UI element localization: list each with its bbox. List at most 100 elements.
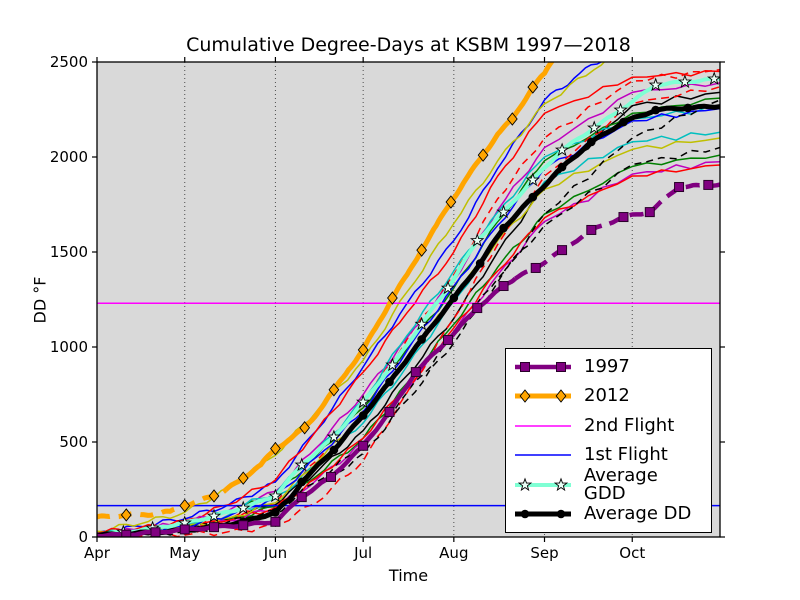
square-marker [520, 361, 530, 372]
series-2012 [224, 62, 555, 492]
square-marker [410, 367, 421, 378]
star-marker [268, 488, 283, 503]
square-marker [557, 245, 568, 256]
star-marker [613, 102, 628, 117]
legend-swatch [515, 389, 571, 403]
square-marker [674, 182, 685, 193]
star-marker [440, 280, 456, 295]
circle-marker [329, 445, 339, 455]
square-marker [498, 281, 509, 292]
circle-marker [528, 192, 538, 202]
star-marker [525, 172, 540, 187]
legend-swatch [515, 477, 571, 491]
diamond-marker [387, 291, 398, 305]
diamond-marker [328, 383, 340, 397]
series-1997 [97, 276, 517, 537]
star-marker [648, 77, 663, 92]
square-marker [586, 224, 597, 235]
circle-marker [358, 411, 368, 420]
legend-label: Average GDD [583, 464, 658, 504]
series-layer [97, 62, 720, 537]
legend-entry-1997: 1997 [512, 353, 705, 381]
y-tick-label-2000: 2000 [50, 148, 88, 166]
diamond-marker [208, 489, 220, 503]
circle-marker [449, 293, 459, 303]
square-marker [238, 520, 249, 531]
circle-marker [683, 103, 693, 113]
x-tick-label-aug: Aug [439, 544, 468, 562]
y-tick-label-1000: 1000 [50, 338, 88, 356]
legend-label: Average DD [584, 503, 692, 525]
circle-marker [499, 223, 508, 233]
series-1997 (late, dashed) [514, 179, 720, 281]
circle-marker [417, 335, 426, 344]
circle-marker [557, 162, 567, 172]
series-year-line-16 [97, 85, 720, 537]
y-tick-label-500: 500 [59, 433, 88, 451]
diamond-marker [445, 195, 457, 209]
square-marker [530, 262, 541, 273]
circle-marker [385, 377, 394, 387]
square-marker [703, 179, 714, 190]
square-marker [150, 527, 161, 537]
axes-spines [96, 61, 721, 538]
square-marker [618, 212, 629, 223]
diamond-marker [357, 343, 369, 357]
legend-swatch [515, 425, 571, 427]
star-marker [385, 357, 400, 372]
y-tick-label-1500: 1500 [50, 243, 88, 261]
legend-entry-2nd-flight: 2nd Flight [512, 412, 705, 440]
diamond-marker [120, 508, 132, 522]
circle-marker [271, 508, 280, 517]
series-2012 (early, dashed) [97, 487, 228, 522]
star-marker [294, 457, 309, 472]
square-marker [384, 406, 395, 417]
diamond-marker [555, 389, 567, 403]
square-marker [325, 471, 336, 482]
circle-marker [587, 137, 596, 147]
square-marker [358, 440, 369, 451]
legend-entry-average-dd: Average DD [512, 500, 705, 528]
star-marker [517, 477, 533, 491]
star-marker [326, 429, 342, 444]
legend-label: 2nd Flight [584, 414, 675, 436]
diamond-marker [477, 148, 489, 162]
star-marker [356, 394, 371, 409]
circle-marker [520, 509, 530, 519]
y-tick-label-2500: 2500 [50, 53, 88, 71]
circle-marker [619, 117, 628, 127]
star-marker [707, 71, 720, 86]
square-marker [179, 524, 190, 535]
star-marker [586, 120, 602, 135]
legend-entry-2012: 2012 [512, 382, 705, 410]
x-axis-label: Time [388, 566, 429, 585]
x-tick-label-may: May [169, 544, 200, 562]
square-marker [472, 303, 483, 314]
x-tick-label-oct: Oct [619, 544, 645, 562]
x-tick-label-apr: Apr [84, 544, 111, 562]
legend-entry-average-gdd: Average GDD [512, 466, 705, 502]
x-tick-label-sep: Sep [530, 544, 558, 562]
square-marker [442, 334, 453, 345]
star-marker [554, 142, 570, 157]
legend-swatch [515, 509, 571, 519]
legend: 1997 2012 2nd Flight 1st Flight Average GDD A… [505, 348, 712, 533]
star-marker [496, 204, 511, 219]
circle-marker [651, 105, 660, 115]
star-marker [414, 316, 429, 331]
star-marker [206, 508, 222, 523]
square-marker [270, 516, 281, 527]
diamond-marker [416, 243, 428, 257]
star-marker [677, 74, 693, 89]
diamond-marker [270, 441, 281, 456]
square-marker [644, 207, 655, 218]
star-marker [469, 233, 485, 247]
circle-marker [556, 509, 566, 519]
square-marker [296, 492, 307, 503]
diamond-marker [237, 471, 249, 485]
square-marker [556, 361, 566, 372]
legend-label: 2012 [584, 385, 630, 407]
ticks: Apr May Jun Jul Aug Sep Oct 0 500 1000 1500 2000 250… [50, 53, 725, 562]
diamond-marker [519, 389, 531, 403]
